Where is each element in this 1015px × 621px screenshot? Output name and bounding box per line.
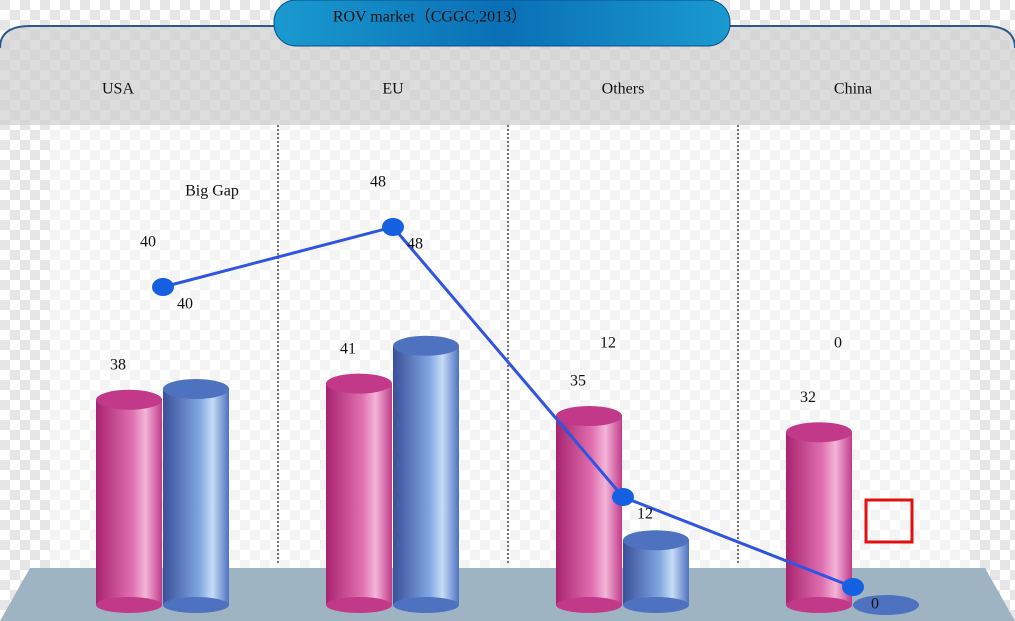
value-label: 0 — [834, 335, 842, 352]
header-band — [0, 26, 1015, 125]
value-label: 38 — [110, 356, 126, 373]
category-label: Others — [602, 81, 645, 98]
line-point — [152, 278, 174, 296]
category-label: USA — [102, 81, 134, 98]
cylinder — [163, 379, 229, 613]
cylinder — [623, 530, 689, 613]
chart-title: ROV market（CGGC,2013） — [333, 8, 527, 26]
point-label: 40 — [177, 296, 193, 313]
highlight-box — [864, 498, 914, 544]
cylinder — [556, 406, 622, 613]
line-point — [612, 488, 634, 506]
point-label: 0 — [871, 596, 879, 613]
point-label: 12 — [637, 506, 653, 523]
cylinder — [393, 335, 459, 613]
value-label: 35 — [570, 373, 586, 390]
category-label: EU — [382, 81, 404, 98]
category-label: China — [834, 81, 872, 98]
title-pill — [273, 0, 731, 47]
cylinder — [786, 422, 852, 613]
line-point — [382, 218, 404, 236]
value-label: 40 — [140, 234, 156, 251]
dividers — [277, 125, 739, 565]
value-label: 41 — [340, 340, 356, 357]
floor — [0, 568, 1015, 621]
cylinder — [96, 389, 162, 613]
cylinder — [326, 373, 392, 613]
point-label: 48 — [407, 236, 423, 253]
annotation: Big Gap — [185, 183, 239, 200]
value-label: 48 — [370, 174, 386, 191]
cylinder — [853, 595, 919, 615]
line-point — [842, 578, 864, 596]
value-label: 32 — [800, 389, 816, 406]
line — [162, 225, 854, 589]
value-label: 12 — [600, 335, 616, 352]
